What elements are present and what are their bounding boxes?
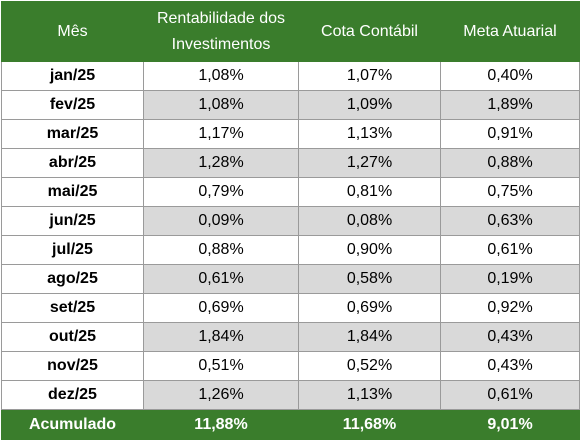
table-row: abr/25 1,28% 1,27% 0,88% (1, 148, 580, 178)
month-cell: jun/25 (1, 206, 144, 236)
accounting-quota-cell: 0,52% (298, 351, 441, 381)
table-row: set/25 0,69% 0,69% 0,92% (1, 293, 580, 323)
table-row: nov/25 0,51% 0,52% 0,43% (1, 351, 580, 381)
month-cell: jul/25 (1, 235, 144, 265)
investment-return-cell: 1,26% (143, 380, 299, 410)
table-row: jan/25 1,08% 1,07% 0,40% (1, 61, 580, 91)
actuarial-target-cell: 0,63% (440, 206, 580, 236)
month-cell: nov/25 (1, 351, 144, 381)
accounting-quota-cell: 1,13% (298, 119, 441, 149)
footer-investment-return: 11,88% (143, 409, 299, 440)
actuarial-target-cell: 0,92% (440, 293, 580, 323)
actuarial-target-cell: 1,89% (440, 90, 580, 120)
table-row: ago/25 0,61% 0,58% 0,19% (1, 264, 580, 294)
investment-return-cell: 0,51% (143, 351, 299, 381)
actuarial-target-cell: 0,40% (440, 61, 580, 91)
header-actuarial-target: Meta Atuarial (440, 1, 580, 62)
table-row: fev/25 1,08% 1,09% 1,89% (1, 90, 580, 120)
accounting-quota-cell: 0,08% (298, 206, 441, 236)
investment-return-cell: 0,79% (143, 177, 299, 207)
footer-actuarial-target: 9,01% (440, 409, 580, 440)
accounting-quota-cell: 1,07% (298, 61, 441, 91)
month-cell: out/25 (1, 322, 144, 352)
footer-label: Acumulado (1, 409, 144, 440)
investment-return-cell: 0,88% (143, 235, 299, 265)
table-row: dez/25 1,26% 1,13% 0,61% (1, 380, 580, 410)
accounting-quota-cell: 1,84% (298, 322, 441, 352)
actuarial-target-cell: 0,19% (440, 264, 580, 294)
month-cell: ago/25 (1, 264, 144, 294)
table-row: jul/25 0,88% 0,90% 0,61% (1, 235, 580, 265)
accounting-quota-cell: 0,81% (298, 177, 441, 207)
header-accounting-quota: Cota Contábil (298, 1, 441, 62)
actuarial-target-cell: 0,61% (440, 380, 580, 410)
actuarial-target-cell: 0,61% (440, 235, 580, 265)
accounting-quota-cell: 1,09% (298, 90, 441, 120)
header-month: Mês (1, 1, 144, 62)
table-row: mai/25 0,79% 0,81% 0,75% (1, 177, 580, 207)
header-row: Mês Rentabilidade dos Investimentos Cota… (1, 1, 580, 62)
table-footer: Acumulado 11,88% 11,68% 9,01% (1, 409, 580, 440)
table-header: Mês Rentabilidade dos Investimentos Cota… (1, 1, 580, 62)
footer-row: Acumulado 11,88% 11,68% 9,01% (1, 409, 580, 440)
accounting-quota-cell: 1,27% (298, 148, 441, 178)
accounting-quota-cell: 1,13% (298, 380, 441, 410)
investment-return-cell: 0,09% (143, 206, 299, 236)
table-row: mar/25 1,17% 1,13% 0,91% (1, 119, 580, 149)
investment-return-cell: 0,61% (143, 264, 299, 294)
investment-return-cell: 0,69% (143, 293, 299, 323)
investment-return-cell: 1,08% (143, 90, 299, 120)
month-cell: set/25 (1, 293, 144, 323)
month-cell: mai/25 (1, 177, 144, 207)
month-cell: dez/25 (1, 380, 144, 410)
table-row: out/25 1,84% 1,84% 0,43% (1, 322, 580, 352)
accounting-quota-cell: 0,58% (298, 264, 441, 294)
actuarial-target-cell: 0,88% (440, 148, 580, 178)
investment-return-cell: 1,17% (143, 119, 299, 149)
investment-return-cell: 1,84% (143, 322, 299, 352)
month-cell: fev/25 (1, 90, 144, 120)
investment-return-cell: 1,28% (143, 148, 299, 178)
actuarial-target-cell: 0,43% (440, 351, 580, 381)
month-cell: abr/25 (1, 148, 144, 178)
accounting-quota-cell: 0,69% (298, 293, 441, 323)
actuarial-target-cell: 0,75% (440, 177, 580, 207)
accounting-quota-cell: 0,90% (298, 235, 441, 265)
month-cell: mar/25 (1, 119, 144, 149)
actuarial-target-cell: 0,43% (440, 322, 580, 352)
header-investment-return: Rentabilidade dos Investimentos (143, 1, 299, 62)
month-cell: jan/25 (1, 61, 144, 91)
table-row: jun/25 0,09% 0,08% 0,63% (1, 206, 580, 236)
table-body: jan/25 1,08% 1,07% 0,40% fev/25 1,08% 1,09% 1,8… (1, 61, 580, 410)
actuarial-target-cell: 0,91% (440, 119, 580, 149)
footer-accounting-quota: 11,68% (298, 409, 441, 440)
investment-return-cell: 1,08% (143, 61, 299, 91)
